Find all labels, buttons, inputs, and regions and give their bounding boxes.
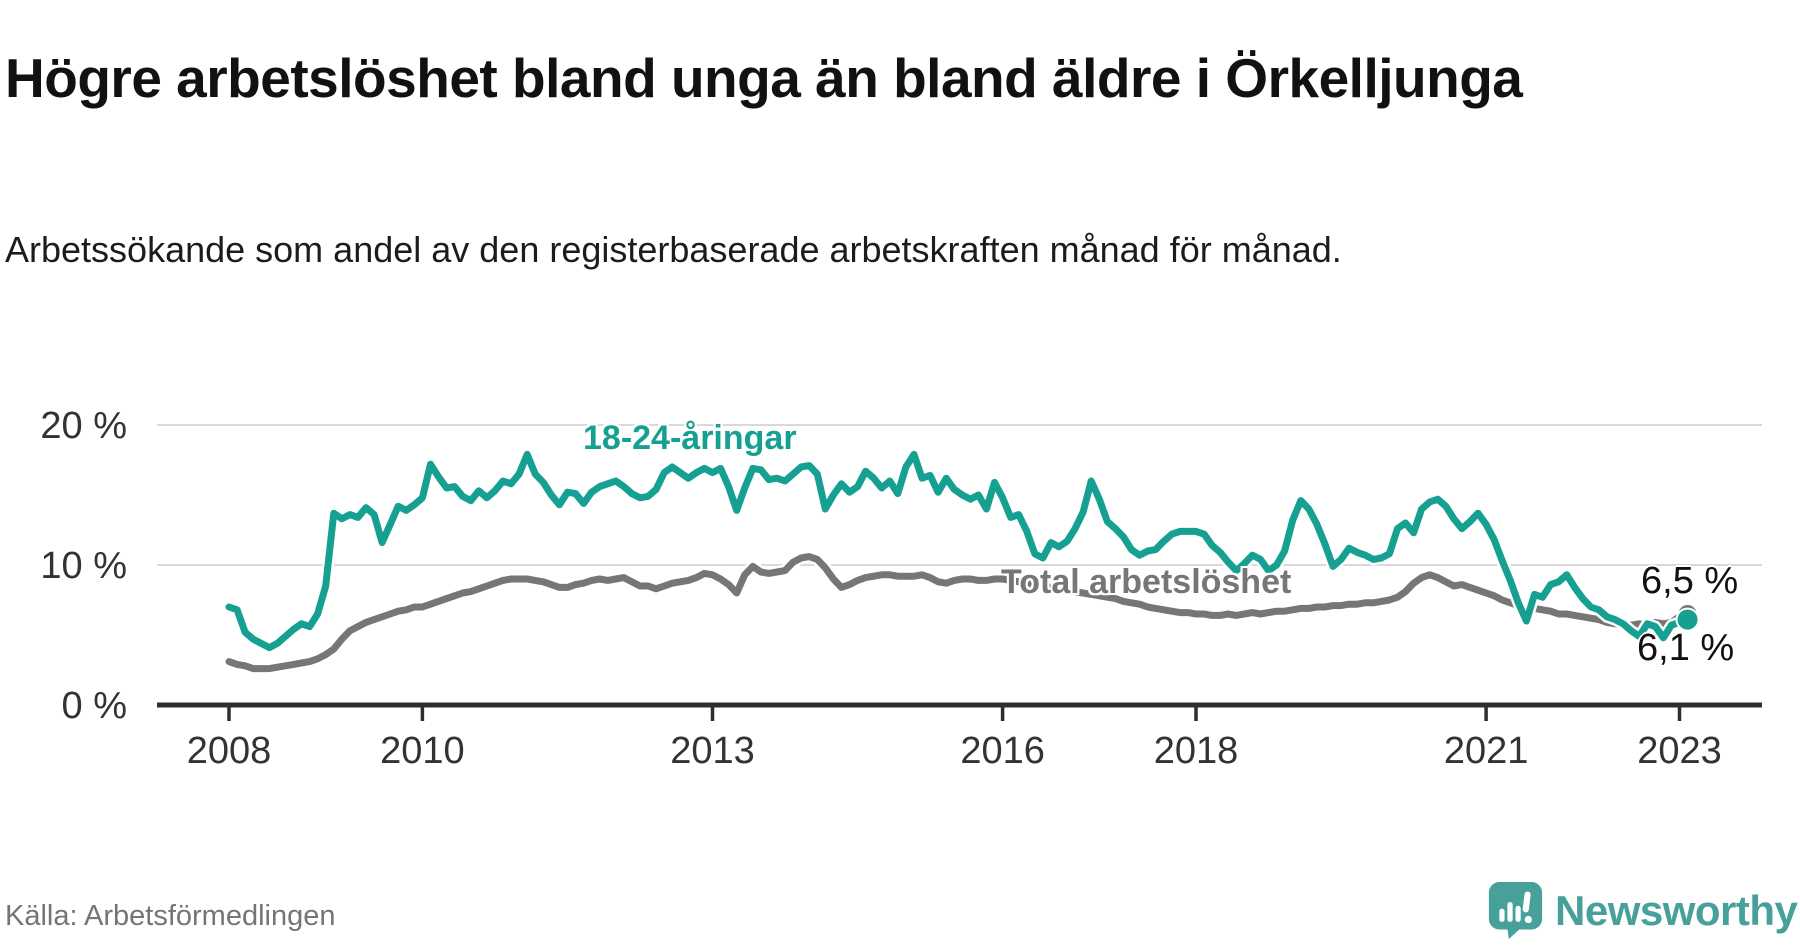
x-tick-label: 2013: [670, 730, 755, 772]
series-line-casing: [223, 550, 1694, 675]
x-tick-label: 2018: [1154, 730, 1239, 772]
end-value-label-total: 6,5 %: [1641, 560, 1739, 602]
series-line: [225, 553, 1692, 673]
logo-exclamation-dot: [1524, 915, 1532, 924]
end-value-label-youth: 6,1 %: [1637, 627, 1735, 669]
y-tick-label: 0 %: [62, 685, 127, 727]
series-label-total: Total arbetslöshet: [1001, 563, 1292, 601]
logo-bar-medium: [1515, 905, 1521, 922]
x-tick-label: 2016: [960, 730, 1045, 772]
y-tick-label: 10 %: [40, 545, 127, 587]
x-tick-label: 2021: [1444, 730, 1529, 772]
logo-bar-tall: [1507, 901, 1513, 922]
page-title: Högre arbetslöshet bland unga än bland ä…: [5, 46, 1523, 109]
x-tick-label: 2010: [380, 730, 465, 772]
logo-exclamation: [1522, 891, 1531, 913]
series-label-youth: 18-24-åringar: [583, 419, 797, 457]
x-tick-label: 2008: [187, 730, 272, 772]
series-end-dot: [1675, 607, 1700, 632]
newsworthy-logo-icon: [1488, 882, 1543, 939]
series-line-casing: [223, 448, 1694, 654]
logo-bar-short: [1499, 908, 1505, 922]
y-tick-label: 20 %: [40, 405, 127, 447]
x-tick-label: 2023: [1637, 730, 1722, 772]
chart-subtitle: Arbetssökande som andel av den registerb…: [5, 229, 1342, 270]
newsworthy-brand: Newsworthy: [1487, 880, 1798, 941]
source-caption: Källa: Arbetsförmedlingen: [5, 900, 336, 932]
brand-wordmark: Newsworthy: [1555, 886, 1798, 934]
series-line: [225, 450, 1692, 652]
